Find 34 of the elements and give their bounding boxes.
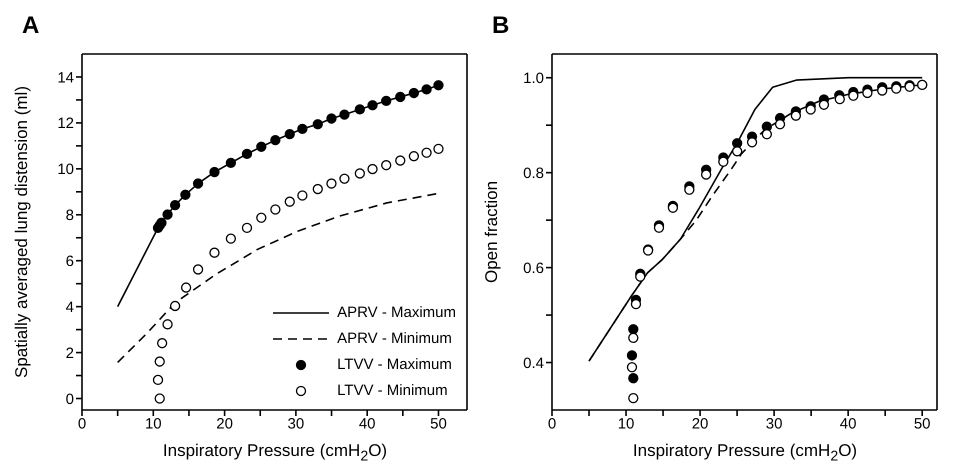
y-tick-label: 1.0 (523, 70, 544, 88)
legend-label: APRV - Minimum (337, 329, 452, 349)
y-tick-label: 6 (66, 253, 74, 270)
x-tick-label: 10 (618, 416, 634, 433)
y-tick-label: 0.6 (523, 260, 544, 277)
y-tick-label: 8 (66, 207, 74, 224)
x-tick-label: 40 (840, 416, 856, 433)
x-tick-label: 50 (914, 416, 931, 433)
legend-label: LTVV - Maximum (337, 355, 452, 375)
y-axis-title: Spatially averaged lung distension (ml) (12, 86, 31, 378)
y-tick-label: 14 (57, 69, 74, 86)
x-tick-label: 20 (216, 416, 233, 433)
x-tick-label: 40 (358, 416, 376, 433)
chart-title: B (492, 12, 510, 40)
x-tick-label: 30 (766, 416, 782, 433)
y-tick-label: 12 (57, 115, 74, 132)
x-tick-label: 20 (692, 416, 708, 433)
x-axis-title: Inspiratory Pressure (cmH$_{2}$O) (632, 440, 858, 464)
legend-label: APRV - Maximum (337, 303, 456, 323)
x-tick-label: 50 (430, 416, 447, 433)
y-tick-label: 0 (66, 390, 74, 408)
x-tick-label: 0 (78, 416, 86, 433)
chart-title: A (22, 12, 40, 40)
x-tick-label: 30 (288, 416, 304, 433)
y-tick-label: 4 (66, 298, 74, 316)
x-tick-label: 0 (548, 416, 556, 433)
y-axis-title: Open fraction (482, 180, 501, 283)
legend-label: LTVV - Minimum (337, 381, 448, 401)
y-tick-label: 0.4 (523, 354, 544, 372)
y-tick-label: 10 (57, 161, 74, 178)
y-tick-label: 0.8 (523, 164, 544, 182)
x-tick-label: 10 (144, 416, 162, 433)
y-tick-label: 2 (66, 344, 74, 362)
x-axis-title: Inspiratory Pressure (cmH$_{2}$O) (162, 440, 388, 464)
